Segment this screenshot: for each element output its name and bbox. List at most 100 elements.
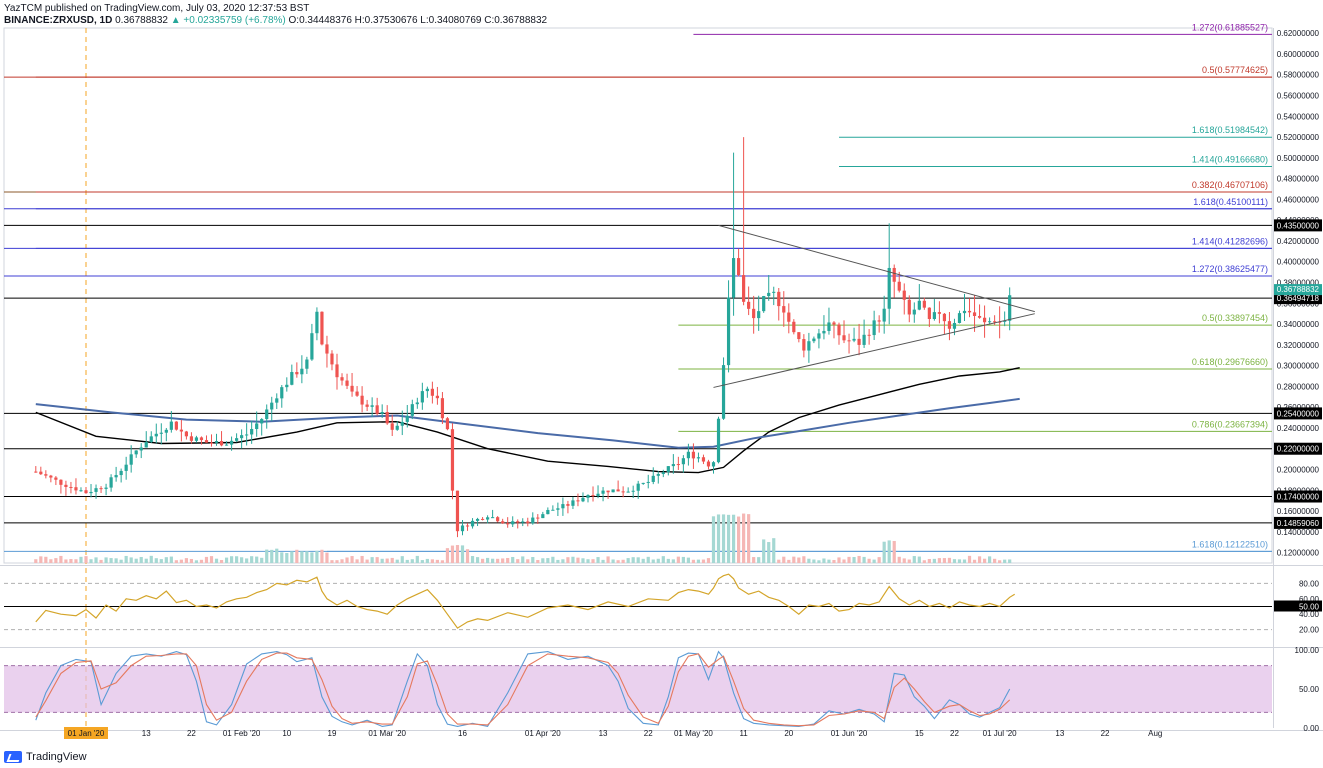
volume-bar (99, 559, 103, 563)
volume-bar (947, 557, 952, 563)
volume-bar (907, 559, 911, 563)
volume-bar (174, 560, 178, 563)
candle-body (49, 475, 53, 478)
candle-body (209, 442, 214, 444)
volume-bar (872, 559, 876, 563)
candle-body (350, 385, 354, 392)
fib-levels: 1.272(0.61885527) 0.5(0.57774625) 1.618(0.… (35, 22, 1272, 552)
volume-bar (862, 556, 866, 563)
volume-bar (747, 514, 751, 563)
candle-body (134, 450, 138, 455)
candle-body (511, 521, 515, 525)
fib-label: 1.414(0.49166680) (1192, 155, 1268, 165)
candle-body (400, 421, 404, 426)
candle-body (641, 482, 645, 484)
fib-label: 1.272(0.38625477) (1192, 264, 1268, 274)
level-price-tag (1274, 219, 1322, 232)
volume-bar (491, 558, 495, 563)
volume-bar (787, 559, 791, 563)
candle-body (591, 495, 595, 497)
candle-body (812, 338, 816, 342)
candle-body (219, 441, 224, 446)
price-tick-label: 0.56000000 (1277, 92, 1320, 101)
volume-bar (817, 560, 821, 563)
volume-bar (762, 539, 766, 563)
volume-bar (541, 558, 545, 563)
level-price-text: 0.14859060 (1277, 519, 1320, 528)
volume-bar (967, 555, 972, 563)
volume-bar (164, 557, 168, 563)
candle-body (737, 258, 741, 276)
stoch-tick-label: 50.00 (1299, 685, 1320, 694)
candle-body (189, 436, 194, 441)
candle-body (636, 483, 640, 491)
volume-bar (235, 556, 239, 563)
volume-bar (988, 556, 992, 563)
candle-body (862, 334, 866, 345)
candle-body (365, 404, 369, 407)
volume-bar (455, 545, 460, 563)
candle-body (526, 521, 530, 524)
volume-bar (606, 556, 610, 563)
price-tick-label: 0.34000000 (1277, 320, 1320, 329)
volume-bar (897, 556, 901, 563)
volume-bar (335, 560, 339, 563)
volume-bar (546, 558, 550, 563)
fib-label: 0.5(0.33897454) (1202, 313, 1268, 323)
volume-bar (280, 552, 284, 563)
volume-bar (34, 559, 38, 563)
volume-bar (797, 557, 801, 563)
volume-bar (591, 559, 595, 563)
price-tick-label: 0.32000000 (1277, 341, 1320, 350)
candle-body (1008, 295, 1012, 321)
last-price-text: 0.36788832 (1277, 285, 1320, 294)
candle-body (450, 429, 455, 491)
candle-body (59, 479, 63, 485)
stoch-rsi-pane: 100.00 50.00 0.00 (4, 646, 1320, 733)
volume-bar (159, 559, 163, 563)
candle-body (666, 466, 670, 473)
candle-body (395, 425, 399, 430)
rsi-line (35, 573, 1016, 629)
volume-bar (671, 559, 675, 563)
volume-bar (199, 559, 204, 563)
level-price-text: 0.22000000 (1277, 445, 1320, 454)
volume-bar (440, 560, 445, 563)
candle-body (74, 487, 78, 491)
candle-body (651, 475, 655, 482)
candle-body (787, 312, 791, 322)
candle-body (475, 518, 480, 521)
volume-bar (285, 553, 289, 563)
volume-bar (119, 559, 123, 563)
candle-body (556, 508, 560, 510)
volume-bar (275, 548, 279, 563)
grid-layer (0, 27, 1323, 731)
tradingview-brand[interactable]: TradingView (4, 749, 87, 765)
candle-body (149, 436, 153, 443)
time-tick-label: 13 (142, 729, 151, 738)
candle-body (661, 472, 665, 475)
volume-bar (802, 556, 806, 563)
volume-bar (942, 558, 947, 563)
time-tick-label: 22 (187, 729, 196, 738)
candle-body (440, 398, 445, 419)
volume-bar (556, 559, 560, 563)
volume-bar (204, 556, 209, 563)
candle-body (124, 464, 128, 471)
candle-body (957, 313, 962, 323)
candle-body (496, 517, 500, 522)
volume-bar (676, 556, 680, 563)
volume-bar (998, 560, 1002, 563)
volume-bar (912, 556, 916, 563)
volume-bar (661, 556, 665, 563)
triangle-lower-line (713, 313, 1035, 388)
fib-label: 0.382(0.46707106) (1192, 180, 1268, 190)
candle-body (797, 332, 801, 340)
volume-bar (681, 556, 685, 563)
volume-bar (385, 558, 389, 563)
candle-body (430, 388, 434, 396)
time-highlight-tag (64, 727, 108, 739)
candle-body (516, 521, 520, 523)
volume-bar (882, 541, 886, 563)
